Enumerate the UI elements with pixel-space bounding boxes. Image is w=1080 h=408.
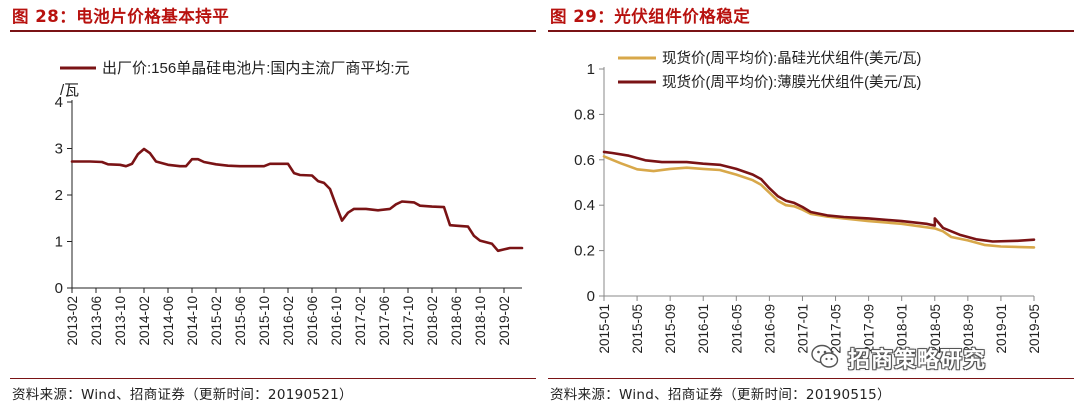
x-tick-label: 2016-10 <box>329 296 344 346</box>
watermark: 招商策略研究 <box>810 340 1072 374</box>
series-line-1 <box>602 150 1036 243</box>
source-divider <box>10 378 536 379</box>
x-tick-label: 2017-10 <box>401 296 416 346</box>
legend-label: /瓦 <box>60 82 79 99</box>
x-tick-label: 2017-06 <box>377 296 392 346</box>
chart-cell-price: 0 1 2 3 4 2013-02 2013-06 2013-10 2014-02 2014-06… <box>55 60 524 346</box>
x-tick-label: 2017-05 <box>829 304 844 354</box>
source-note: 资料来源：Wind、招商证券（更新时间：20190515） <box>550 387 891 403</box>
y-tick-label: 0.6 <box>574 152 595 169</box>
x-tick-label: 2019-05 <box>1027 304 1042 354</box>
figure-title: 图 28：电池片价格基本持平 <box>12 7 230 26</box>
x-tick-label: 2015-01 <box>597 304 612 354</box>
figure-title: 图 29：光伏组件价格稳定 <box>550 7 751 26</box>
x-tick-label: 2016-06 <box>305 296 320 346</box>
series-line-0 <box>70 147 524 253</box>
chart-module-price: 0 0.2 0.4 0.6 0.8 1 2015-01 2015-05 2015-09 2016-… <box>574 50 1042 354</box>
x-tick-label: 2013-02 <box>65 296 80 346</box>
x-tick-label: 2014-10 <box>185 296 200 346</box>
wechat-icon <box>811 344 839 368</box>
x-tick-label: 2015-05 <box>630 304 645 354</box>
legend-label: 出厂价:156单晶硅电池片:国内主流厂商平均:元 <box>102 60 410 77</box>
x-tick-label: 2015-09 <box>663 304 678 354</box>
x-tick-label: 2016-02 <box>281 296 296 346</box>
x-tick-label: 2019-01 <box>994 304 1009 354</box>
series-line-0 <box>602 155 1036 249</box>
y-tick-label: 2 <box>55 187 63 204</box>
source-divider <box>548 378 1074 379</box>
x-tick-label: 2017-09 <box>862 304 877 354</box>
title-divider <box>10 30 536 32</box>
y-tick-label: 3 <box>55 141 63 158</box>
y-tick-label: 1 <box>55 234 63 251</box>
source-note: 资料来源：Wind、招商证券（更新时间：20190521） <box>12 387 353 403</box>
y-tick-label: 4 <box>55 94 63 111</box>
x-tick-label: 2016-05 <box>729 304 744 354</box>
x-tick-label: 2015-02 <box>209 296 224 346</box>
x-tick-label: 2014-02 <box>137 296 152 346</box>
y-tick-label: 1 <box>587 61 595 78</box>
x-tick-label: 2013-10 <box>113 296 128 346</box>
figure-29: 图 29：光伏组件价格稳定 0 0.2 0.4 0.6 0.8 1 2015-01 2015-… <box>548 0 1074 408</box>
y-tick-label: 0.8 <box>574 106 595 123</box>
x-tick-label: 2018-05 <box>928 304 943 354</box>
x-tick-label: 2013-06 <box>89 296 104 346</box>
watermark-text: 招商策略研究 <box>848 348 987 373</box>
y-tick-label: 0 <box>587 288 595 305</box>
x-tick-label: 2018-02 <box>425 296 440 346</box>
x-tick-label: 2017-02 <box>353 296 368 346</box>
x-tick-label: 2018-01 <box>895 304 910 354</box>
x-tick-label: 2016-01 <box>696 304 711 354</box>
x-tick-label: 2018-10 <box>473 296 488 346</box>
y-tick-label: 0.2 <box>574 243 595 260</box>
x-tick-label: 2015-10 <box>257 296 272 346</box>
x-tick-label: 2018-06 <box>449 296 464 346</box>
x-tick-label: 2017-01 <box>795 304 810 354</box>
y-tick-label: 0.4 <box>574 197 595 214</box>
y-tick-label: 0 <box>55 280 63 297</box>
x-tick-label: 2018-09 <box>961 304 976 354</box>
x-tick-label: 2019-02 <box>497 296 512 346</box>
x-tick-label: 2016-09 <box>762 304 777 354</box>
x-tick-label: 2015-06 <box>233 296 248 346</box>
legend-label: 现货价(周平均价):薄膜光伏组件(美元/瓦) <box>662 74 921 91</box>
x-tick-label: 2014-06 <box>161 296 176 346</box>
legend-label: 现货价(周平均价):晶硅光伏组件(美元/瓦) <box>662 50 921 67</box>
figure-28: 图 28：电池片价格基本持平 0 1 2 3 4 2013-02 2013-06 2013-1… <box>10 0 536 408</box>
title-divider <box>548 30 1074 32</box>
